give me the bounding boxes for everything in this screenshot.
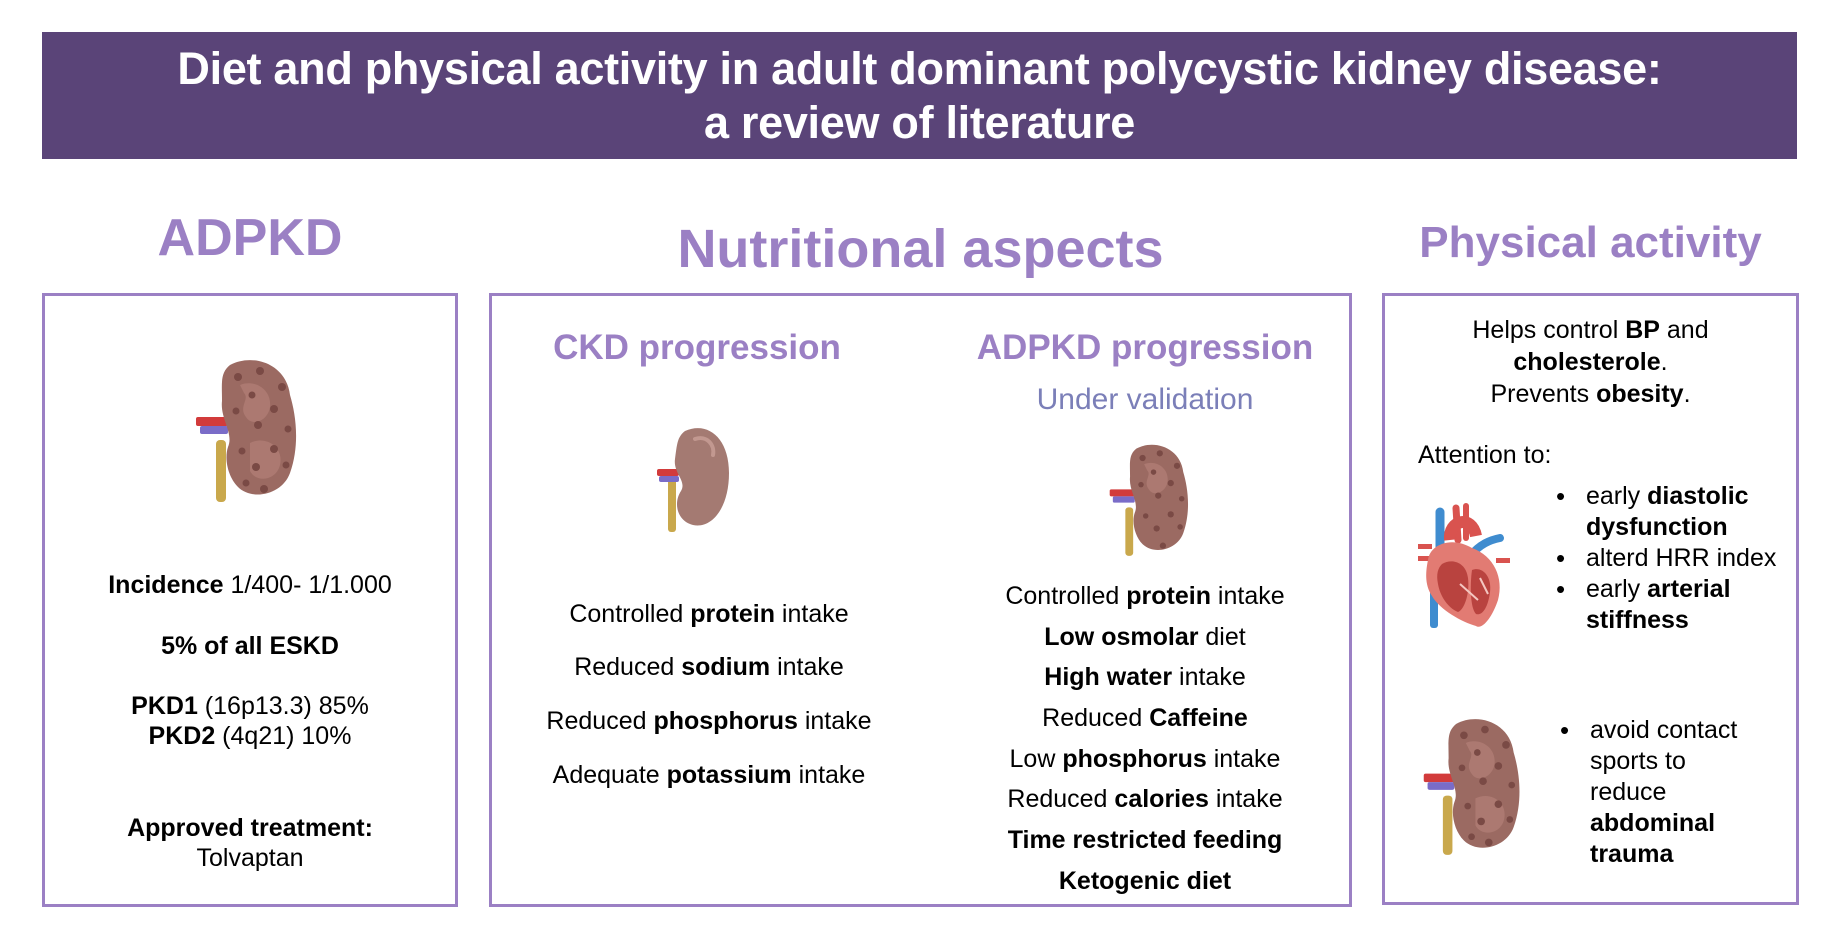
ckd-item-text: intake: [774, 600, 849, 628]
pkd2-label: PKD2: [148, 722, 216, 750]
adpkd-item-bold: protein: [1126, 582, 1211, 610]
ckd-item-bold: sodium: [681, 653, 771, 681]
ckd-item-bold: phosphorus: [653, 707, 798, 735]
attention-item: alterd HRR index: [1550, 543, 1790, 574]
physical-intro: Helps control BP and cholesterole. Preve…: [1382, 314, 1799, 410]
adpkd-item-text: intake: [1210, 582, 1285, 610]
adpkd-item: Reduced calories intake: [935, 784, 1355, 814]
treatment-label: Approved treatment:: [127, 814, 373, 842]
polycystic-kidney-icon: [196, 360, 297, 502]
ckd-item-text: Adequate: [552, 761, 667, 789]
heart-attention-list: early diastolic dysfunction alterd HRR i…: [1550, 481, 1790, 636]
pkd1-value: (16p13.3) 85%: [197, 692, 369, 720]
treatment-value: Tolvaptan: [196, 844, 304, 872]
adpkd-item-text: Reduced: [1042, 704, 1150, 732]
polycystic-kidney-icon: [1423, 719, 1520, 855]
adpkd-item-bold: Low osmolar: [1044, 623, 1199, 651]
incidence-value: 1/400- 1/1.000: [223, 571, 392, 599]
intro-text: and: [1659, 316, 1709, 344]
nutrition-panel: [489, 293, 1352, 907]
ckd-item-text: intake: [797, 707, 872, 735]
ckd-item: Adequate potassium intake: [489, 760, 929, 790]
heart-icon: [1418, 503, 1510, 628]
title-banner: Diet and physical activity in adult domi…: [42, 32, 1797, 159]
ckd-item-text: intake: [791, 761, 866, 789]
healthy-kidney-icon: [657, 428, 729, 532]
adpkd-heading: ADPKD: [157, 209, 343, 267]
pkd2-line: PKD2 (4q21) 10%: [42, 721, 458, 751]
kidney-attention-list: avoid contact sports to reduce abdominal…: [1554, 715, 1754, 870]
physical-activity-heading: Physical activity: [1419, 218, 1762, 267]
adpkd-item-text: Low: [1009, 745, 1063, 773]
intro-line-1: Helps control BP and: [1382, 314, 1799, 346]
attention-item-text: alterd HRR index: [1586, 544, 1777, 572]
ckd-item-bold: potassium: [666, 761, 792, 789]
incidence-label: Incidence: [108, 571, 224, 599]
ckd-item-text: intake: [770, 653, 844, 681]
adpkd-item-bold: Caffeine: [1149, 704, 1248, 732]
ckd-item-bold: protein: [690, 600, 775, 628]
nutritional-aspects-heading: Nutritional aspects: [677, 219, 1164, 279]
pkd1-line: PKD1 (16p13.3) 85%: [42, 691, 458, 721]
adpkd-item-bold: High water: [1044, 663, 1173, 691]
attention-item-bold: arterial stiffness: [1586, 575, 1731, 634]
intro-text: .: [1660, 348, 1668, 376]
attention-item: avoid contact sports to reduce abdominal…: [1554, 715, 1754, 870]
adpkd-item: Time restricted feeding: [935, 825, 1355, 855]
adpkd-item: Low osmolar diet: [935, 622, 1355, 652]
intro-text: Prevents: [1490, 380, 1597, 408]
adpkd-item-bold: Ketogenic diet: [1058, 867, 1232, 895]
title-line-2: a review of literature: [703, 96, 1136, 148]
attention-item-bold: abdominal trauma: [1590, 809, 1716, 868]
intro-bold: BP: [1625, 316, 1660, 344]
adpkd-item-text: intake: [1206, 745, 1281, 773]
attention-item-text: early: [1586, 482, 1648, 510]
title-line-1: Diet and physical activity in adult domi…: [177, 42, 1662, 94]
intro-bold: obesity: [1596, 380, 1684, 408]
attention-item-bold: diastolic dysfunction: [1586, 482, 1749, 541]
intro-line-3: Prevents obesity.: [1382, 378, 1799, 410]
attention-label: Attention to:: [1418, 441, 1552, 469]
attention-item-text: avoid contact sports to reduce: [1590, 716, 1738, 806]
adpkd-item-text: Reduced: [1007, 785, 1115, 813]
intro-bold: cholesterole: [1513, 348, 1661, 376]
physical-activity-panel: [1382, 293, 1799, 905]
ckd-progression-heading: CKD progression: [553, 328, 841, 367]
ckd-item-text: Controlled: [569, 600, 691, 628]
adpkd-item-text: intake: [1208, 785, 1283, 813]
ckd-item: Controlled protein intake: [489, 599, 929, 629]
adpkd-item-text: Controlled: [1005, 582, 1127, 610]
adpkd-item-bold: calories: [1114, 785, 1209, 813]
attention-item: early arterial stiffness: [1550, 574, 1790, 636]
intro-text: .: [1683, 380, 1691, 408]
polycystic-kidney-icon: [1109, 444, 1189, 556]
ckd-item: Reduced phosphorus intake: [489, 706, 929, 736]
eskd-fact: 5% of all ESKD: [161, 632, 339, 660]
adpkd-item: Controlled protein intake: [935, 581, 1355, 611]
attention-item-text: early: [1586, 575, 1648, 603]
intro-line-2: cholesterole.: [1382, 346, 1799, 378]
ckd-item-text: Reduced: [546, 707, 654, 735]
ckd-item: Reduced sodium intake: [489, 652, 929, 682]
intro-text: Helps control: [1472, 316, 1626, 344]
pkd2-value: (4q21) 10%: [215, 722, 352, 750]
attention-item: early diastolic dysfunction: [1550, 481, 1790, 543]
incidence-line: Incidence 1/400- 1/1.000: [42, 570, 458, 600]
adpkd-item-text: diet: [1198, 623, 1246, 651]
ckd-item-text: Reduced: [574, 653, 682, 681]
adpkd-item: High water intake: [935, 662, 1355, 692]
adpkd-item: Reduced Caffeine: [935, 703, 1355, 733]
adpkd-panel: [42, 293, 458, 907]
adpkd-item-bold: Time restricted feeding: [1007, 826, 1283, 854]
adpkd-item: Low phosphorus intake: [935, 744, 1355, 774]
adpkd-item: Ketogenic diet: [935, 866, 1355, 896]
adpkd-item-text: intake: [1172, 663, 1246, 691]
adpkd-item-bold: phosphorus: [1062, 745, 1207, 773]
pkd1-label: PKD1: [131, 692, 198, 720]
under-validation-label: Under validation: [1036, 383, 1254, 416]
adpkd-progression-heading: ADPKD progression: [976, 328, 1314, 367]
